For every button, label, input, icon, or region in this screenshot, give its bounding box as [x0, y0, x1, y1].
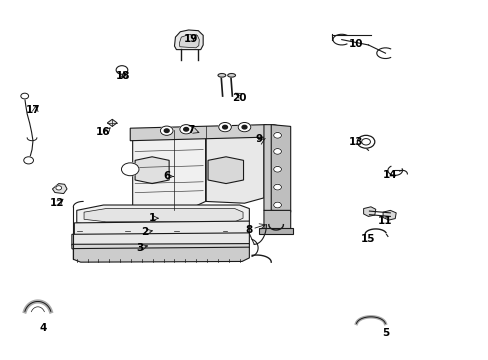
Polygon shape — [205, 126, 264, 203]
Polygon shape — [264, 210, 290, 234]
Ellipse shape — [227, 73, 235, 77]
Text: 15: 15 — [361, 234, 375, 244]
Circle shape — [273, 184, 281, 190]
Circle shape — [24, 157, 33, 164]
Polygon shape — [73, 247, 249, 262]
Circle shape — [361, 139, 370, 145]
Circle shape — [21, 93, 29, 99]
Text: 8: 8 — [245, 225, 252, 235]
Polygon shape — [77, 205, 249, 226]
Polygon shape — [271, 125, 290, 212]
Polygon shape — [179, 35, 199, 48]
Polygon shape — [264, 125, 281, 212]
Circle shape — [180, 125, 192, 134]
Polygon shape — [72, 233, 249, 249]
Polygon shape — [132, 128, 205, 210]
Circle shape — [183, 127, 188, 131]
Circle shape — [218, 122, 231, 132]
Circle shape — [238, 122, 250, 132]
Text: 4: 4 — [39, 323, 46, 333]
Circle shape — [56, 186, 61, 190]
Text: 12: 12 — [50, 198, 64, 208]
Text: 10: 10 — [348, 39, 363, 49]
Text: 20: 20 — [232, 93, 246, 103]
Polygon shape — [135, 157, 169, 184]
Polygon shape — [363, 207, 375, 216]
Polygon shape — [259, 228, 292, 234]
Polygon shape — [74, 221, 249, 239]
Polygon shape — [207, 157, 243, 184]
Text: 18: 18 — [116, 71, 130, 81]
Text: 17: 17 — [26, 105, 40, 115]
Circle shape — [160, 126, 173, 135]
Polygon shape — [174, 30, 203, 50]
Text: 7: 7 — [187, 125, 194, 135]
Ellipse shape — [218, 73, 225, 77]
Circle shape — [121, 163, 139, 176]
Text: 9: 9 — [255, 134, 262, 144]
Circle shape — [273, 149, 281, 154]
Circle shape — [273, 132, 281, 138]
Circle shape — [357, 135, 374, 148]
Circle shape — [273, 166, 281, 172]
Circle shape — [116, 66, 127, 74]
Circle shape — [273, 202, 281, 208]
Circle shape — [164, 129, 169, 132]
Text: 5: 5 — [381, 328, 388, 338]
Polygon shape — [382, 210, 395, 220]
Text: 2: 2 — [141, 227, 148, 237]
Polygon shape — [84, 208, 243, 222]
Text: 13: 13 — [348, 138, 363, 148]
Circle shape — [222, 125, 227, 129]
Polygon shape — [107, 119, 117, 126]
Text: 6: 6 — [163, 171, 170, 181]
Text: 19: 19 — [183, 34, 198, 44]
Polygon shape — [72, 244, 249, 252]
Text: 11: 11 — [378, 216, 392, 226]
Circle shape — [242, 125, 246, 129]
Text: 1: 1 — [148, 212, 155, 222]
Text: 16: 16 — [96, 127, 110, 137]
Text: 3: 3 — [136, 243, 143, 253]
Polygon shape — [52, 184, 67, 194]
Text: 14: 14 — [382, 170, 397, 180]
Polygon shape — [130, 125, 266, 141]
